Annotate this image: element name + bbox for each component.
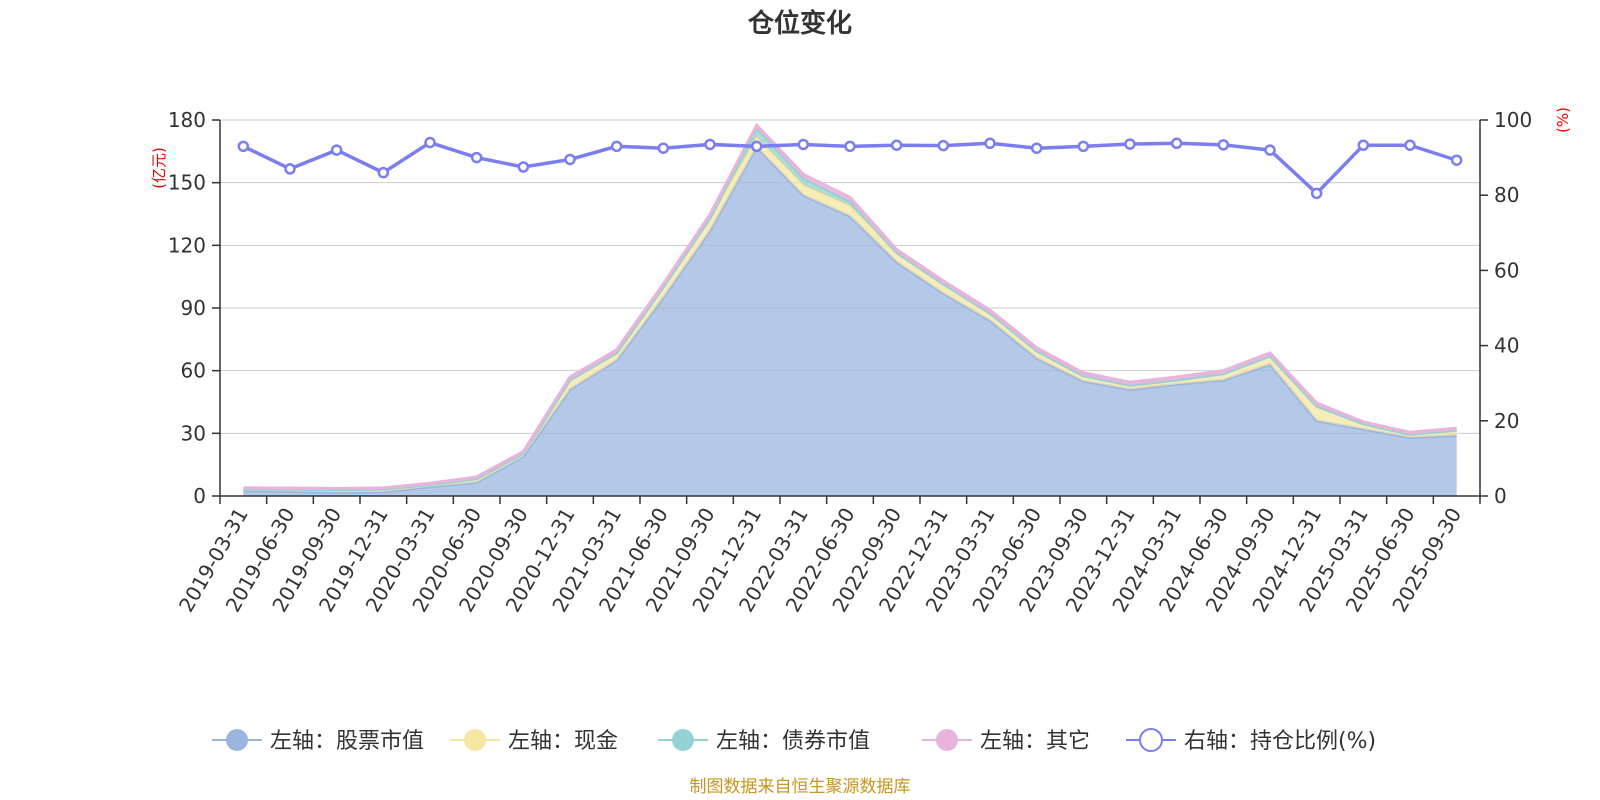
- left-tick-label-4: 120: [168, 233, 206, 257]
- ratio-point-11: [750, 140, 763, 153]
- ratio-point-5: [470, 151, 483, 164]
- right-tick-label-3: 60: [1494, 258, 1519, 282]
- ratio-point-16: [984, 137, 996, 150]
- right-tick-label-5: 100: [1494, 108, 1532, 132]
- ratio-point-21: [1217, 139, 1230, 151]
- legend-marker-0: [226, 729, 248, 751]
- ratio-point-26: [1450, 154, 1463, 166]
- right-axis-unit: (%): [1554, 107, 1572, 133]
- ratio-point-1: [284, 163, 296, 175]
- area-series-1: [243, 136, 1457, 493]
- legend-marker-3: [936, 729, 958, 751]
- ratio-point-2: [330, 144, 343, 156]
- ratio-point-6: [517, 161, 530, 173]
- right-tick-label-4: 80: [1494, 183, 1519, 207]
- legend-label-0: 左轴：股票市值: [270, 729, 424, 754]
- ratio-point-8: [610, 140, 623, 153]
- left-tick-label-5: 150: [168, 171, 206, 195]
- ratio-point-13: [844, 140, 856, 153]
- legend-marker-4: [1139, 728, 1163, 752]
- legend-label-1: 左轴：现金: [508, 729, 618, 754]
- left-tick-label-6: 180: [168, 108, 206, 132]
- legend[interactable]: 左轴：股票市值 左轴：现金 左轴：债券市值 左轴：其它 右轴：持仓比例(%): [212, 728, 1376, 754]
- legend-item-4[interactable]: 右轴：持仓比例(%): [1126, 728, 1376, 754]
- data-source-note: 制图数据来自恒生聚源数据库: [690, 777, 911, 797]
- left-tick-label-2: 60: [181, 359, 206, 383]
- x-axis-ticks: 2019-03-312019-06-302019-09-302019-12-31…: [174, 496, 1481, 616]
- legend-marker-2: [672, 729, 694, 751]
- ratio-point-25: [1404, 139, 1416, 151]
- legend-item-2[interactable]: 左轴：债券市值: [658, 729, 870, 754]
- ratio-point-15: [937, 139, 950, 152]
- area-series-0: [243, 147, 1457, 496]
- ratio-line-series: [237, 136, 1463, 200]
- right-tick-label-1: 20: [1494, 409, 1519, 433]
- right-tick-label-0: 0: [1494, 484, 1507, 508]
- ratio-point-20: [1170, 137, 1183, 150]
- ratio-point-19: [1124, 138, 1136, 150]
- left-axis-unit: (亿元): [150, 147, 168, 189]
- left-tick-label-1: 30: [181, 421, 206, 445]
- left-tick-label-3: 90: [181, 296, 206, 320]
- ratio-point-3: [377, 166, 390, 179]
- area-edge-3: [243, 122, 1457, 490]
- legend-item-3[interactable]: 左轴：其它: [922, 729, 1090, 754]
- chart-title: 仓位变化: [747, 8, 852, 39]
- legend-label-4: 右轴：持仓比例(%): [1184, 729, 1376, 754]
- legend-marker-1: [464, 729, 486, 751]
- ratio-point-24: [1357, 139, 1370, 151]
- ratio-point-22: [1264, 144, 1276, 156]
- ratio-point-10: [704, 138, 716, 151]
- stacked-areas: [243, 122, 1457, 496]
- legend-label-3: 左轴：其它: [980, 729, 1090, 754]
- left-axis-ticks: 0 30 60 90 120 150 180: [168, 108, 220, 508]
- ratio-point-18: [1077, 140, 1090, 153]
- left-tick-label-0: 0: [193, 484, 206, 508]
- right-tick-label-2: 40: [1494, 334, 1519, 358]
- ratio-point-12: [797, 138, 810, 151]
- ratio-point-7: [564, 153, 576, 166]
- right-axis-ticks: 0 20 40 60 80 100: [1480, 108, 1532, 508]
- legend-item-1[interactable]: 左轴：现金: [450, 729, 618, 754]
- legend-item-0[interactable]: 左轴：股票市值: [212, 729, 424, 754]
- ratio-point-4: [424, 136, 436, 149]
- ratio-point-23: [1310, 187, 1323, 200]
- ratio-point-14: [890, 139, 903, 151]
- ratio-point-0: [237, 140, 250, 153]
- legend-label-2: 左轴：债券市值: [716, 729, 870, 754]
- ratio-point-17: [1030, 142, 1043, 154]
- ratio-point-9: [657, 142, 670, 154]
